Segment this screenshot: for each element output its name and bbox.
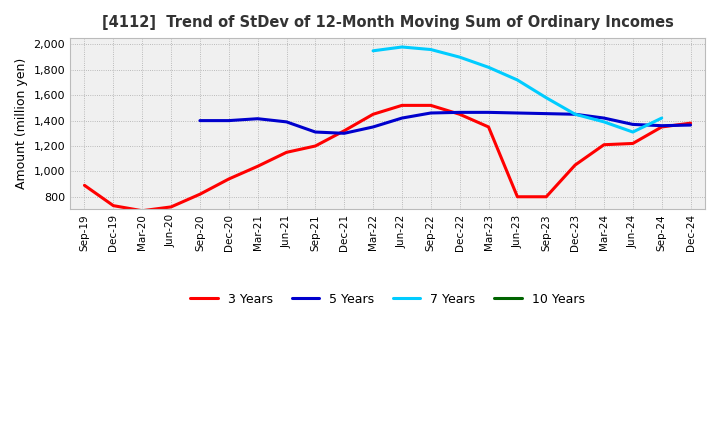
5 Years: [282, 119, 291, 125]
7 Years: [600, 119, 608, 125]
5 Years: [253, 116, 262, 121]
3 Years: [282, 150, 291, 155]
Title: [4112]  Trend of StDev of 12-Month Moving Sum of Ordinary Incomes: [4112] Trend of StDev of 12-Month Moving…: [102, 15, 673, 30]
3 Years: [600, 142, 608, 147]
5 Years: [426, 110, 435, 116]
Line: 5 Years: 5 Years: [200, 112, 690, 133]
5 Years: [629, 122, 637, 127]
7 Years: [657, 115, 666, 121]
3 Years: [485, 125, 493, 130]
3 Years: [542, 194, 551, 199]
3 Years: [167, 204, 176, 209]
3 Years: [253, 164, 262, 169]
3 Years: [225, 176, 233, 182]
3 Years: [80, 183, 89, 188]
7 Years: [485, 65, 493, 70]
5 Years: [340, 131, 348, 136]
Legend: 3 Years, 5 Years, 7 Years, 10 Years: 3 Years, 5 Years, 7 Years, 10 Years: [185, 288, 590, 311]
3 Years: [109, 203, 117, 208]
3 Years: [686, 121, 695, 126]
5 Years: [455, 110, 464, 115]
3 Years: [629, 141, 637, 146]
5 Years: [485, 110, 493, 115]
7 Years: [571, 112, 580, 117]
5 Years: [513, 110, 522, 116]
Y-axis label: Amount (million yen): Amount (million yen): [15, 58, 28, 189]
7 Years: [513, 77, 522, 83]
5 Years: [369, 125, 377, 130]
3 Years: [138, 208, 146, 213]
3 Years: [369, 112, 377, 117]
3 Years: [311, 143, 320, 149]
Line: 3 Years: 3 Years: [84, 105, 690, 211]
7 Years: [629, 129, 637, 135]
5 Years: [311, 129, 320, 135]
3 Years: [340, 128, 348, 133]
5 Years: [657, 123, 666, 128]
3 Years: [397, 103, 406, 108]
Line: 7 Years: 7 Years: [373, 47, 662, 132]
5 Years: [600, 115, 608, 121]
5 Years: [542, 111, 551, 116]
5 Years: [196, 118, 204, 123]
3 Years: [571, 162, 580, 168]
3 Years: [196, 191, 204, 197]
5 Years: [397, 115, 406, 121]
7 Years: [369, 48, 377, 53]
7 Years: [542, 95, 551, 100]
3 Years: [455, 112, 464, 117]
3 Years: [657, 125, 666, 130]
5 Years: [686, 122, 695, 128]
7 Years: [397, 44, 406, 50]
7 Years: [455, 55, 464, 60]
3 Years: [513, 194, 522, 199]
5 Years: [571, 112, 580, 117]
5 Years: [225, 118, 233, 123]
3 Years: [426, 103, 435, 108]
7 Years: [426, 47, 435, 52]
